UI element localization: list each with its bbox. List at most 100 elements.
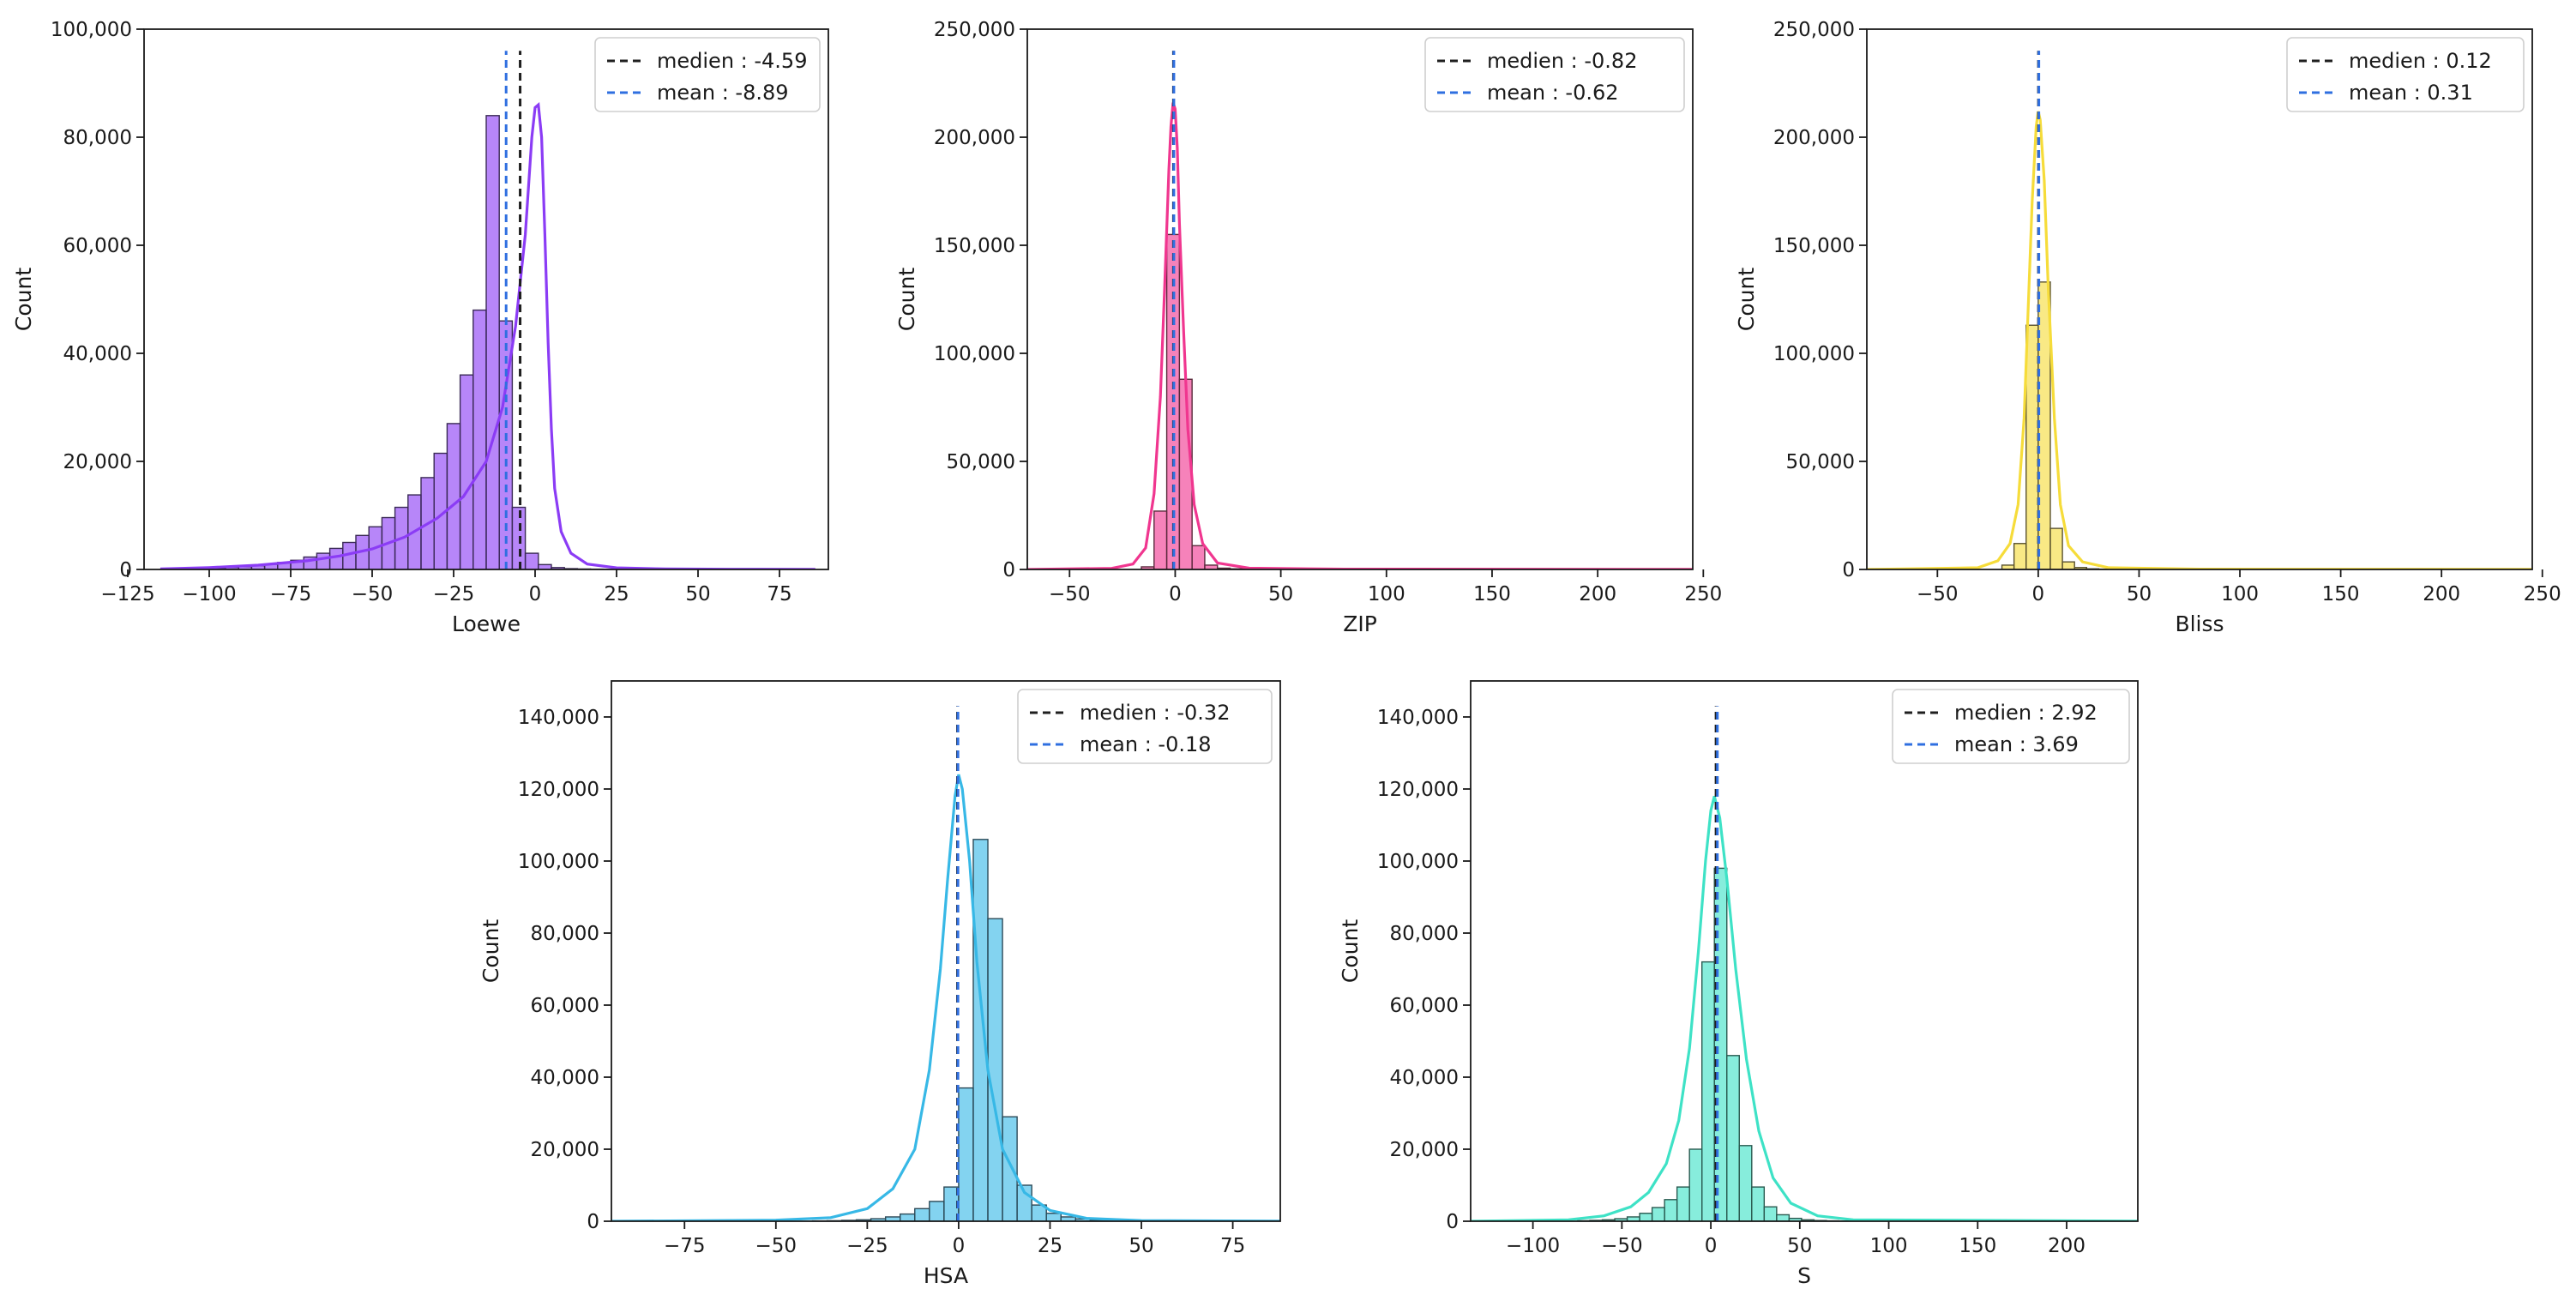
histogram-bar — [2025, 324, 2039, 569]
x-tick-label: 25 — [1038, 1235, 1062, 1257]
y-tick-label: 50,000 — [1786, 451, 1855, 473]
y-tick-label: 200,000 — [1773, 127, 1855, 149]
plot-area — [1867, 51, 2532, 569]
axes-frame — [1866, 28, 2533, 570]
histogram-bar — [1738, 1145, 1753, 1221]
y-tick-label: 40,000 — [1390, 1067, 1459, 1089]
axes-frame — [611, 680, 1281, 1222]
x-tick-label: −50 — [1917, 583, 1959, 605]
x-tick-label: 0 — [1169, 583, 1182, 605]
histogram-bar — [1002, 1116, 1018, 1221]
y-tick-label: 250,000 — [1773, 19, 1855, 41]
x-tick-label: 75 — [767, 583, 791, 605]
legend-median-label: medien : -4.59 — [657, 49, 807, 73]
chart-panel-hsa: −75 −50 −25 0 25 50 75 0 20,000 40,000 60,000 80,00… — [478, 680, 1281, 1288]
x-tick-label: 100 — [1368, 583, 1405, 605]
y-tick-label: 20,000 — [1390, 1139, 1459, 1161]
y-tick-label: 20,000 — [531, 1139, 599, 1161]
histogram-bar — [914, 1208, 930, 1221]
histogram-bar — [446, 423, 461, 569]
x-tick-label: −50 — [352, 583, 394, 605]
histogram-bar — [1045, 1213, 1062, 1221]
histogram-bar — [1204, 564, 1219, 569]
legend-box — [1017, 689, 1273, 764]
y-tick-label: 80,000 — [1390, 923, 1459, 945]
histogram-bar — [1763, 1206, 1778, 1221]
legend-mean-label: mean : -0.62 — [1487, 81, 1619, 105]
histogram-bar — [1153, 510, 1168, 569]
legend: medien : -0.32 mean : -0.18 — [1017, 689, 1273, 764]
y-tick-label: 60,000 — [531, 995, 599, 1017]
x-tick-label: 150 — [1473, 583, 1511, 605]
y-tick-label: 0 — [587, 1211, 599, 1233]
legend: medien : 0.12 mean : 0.31 — [2286, 37, 2525, 112]
x-tick-label: 100 — [2221, 583, 2259, 605]
histogram-bar — [1651, 1207, 1665, 1221]
y-tick-label: 150,000 — [934, 235, 1015, 257]
y-tick-label: 100,000 — [51, 19, 132, 41]
kde-curve — [159, 102, 816, 569]
chart-panel-loewe: −125 −100 −75 −50 −25 0 25 50 75 0 20,000 40,000 60,… — [11, 19, 829, 636]
x-tick-label: 0 — [529, 583, 542, 605]
legend-box — [1892, 689, 2130, 764]
histogram-bar — [316, 552, 331, 569]
y-tick-label: 0 — [1002, 559, 1015, 581]
y-tick-label: 50,000 — [947, 451, 1015, 473]
x-axis-label: Bliss — [2175, 611, 2224, 636]
histogram-bar — [1191, 545, 1206, 569]
y-tick-label: 150,000 — [1773, 235, 1855, 257]
x-tick-label: 50 — [2127, 583, 2152, 605]
legend-box — [1424, 37, 1685, 112]
plot-area — [1471, 706, 2138, 1221]
histogram-bar — [2061, 561, 2075, 569]
y-tick-label: 100,000 — [1773, 343, 1855, 365]
y-tick-label: 0 — [1842, 559, 1855, 581]
x-tick-label: −75 — [664, 1235, 706, 1257]
y-tick-label: 100,000 — [518, 851, 599, 873]
x-tick-label: −100 — [1506, 1235, 1560, 1257]
x-tick-label: −25 — [846, 1235, 888, 1257]
y-tick-label: 0 — [1446, 1211, 1459, 1233]
y-tick-label: 40,000 — [531, 1067, 599, 1089]
x-tick-label: 50 — [1787, 1235, 1812, 1257]
histogram-bar — [524, 552, 539, 569]
histogram-bar — [1688, 1148, 1703, 1221]
kde-curve — [1471, 796, 2138, 1221]
histogram-bar — [972, 839, 989, 1221]
plot-area — [1027, 51, 1693, 569]
histogram-bar — [1639, 1213, 1653, 1221]
axes-frame — [1470, 680, 2139, 1222]
y-tick-label: 100,000 — [1377, 851, 1459, 873]
x-axis-label: HSA — [924, 1263, 968, 1288]
y-axis-label: Count — [478, 919, 503, 983]
y-tick-label: 40,000 — [63, 343, 132, 365]
x-tick-label: 50 — [1129, 1235, 1153, 1257]
y-tick-label: 120,000 — [518, 779, 599, 801]
x-tick-label: 200 — [2048, 1235, 2085, 1257]
histogram-bar — [472, 309, 487, 569]
histogram-bar — [1776, 1214, 1791, 1221]
y-axis-label: Count — [894, 268, 919, 331]
x-tick-label: 200 — [2423, 583, 2460, 605]
histogram-bar — [459, 374, 474, 569]
histogram-bar — [511, 506, 527, 569]
legend-median-label: medien : 0.12 — [2349, 49, 2492, 73]
legend: medien : 2.92 mean : 3.69 — [1892, 689, 2130, 764]
legend: medien : -0.82 mean : -0.62 — [1424, 37, 1685, 112]
histogram-bar — [987, 918, 1003, 1221]
x-tick-label: −75 — [270, 583, 312, 605]
histogram-bar — [1751, 1186, 1766, 1221]
x-tick-label: −125 — [100, 583, 154, 605]
histogram-bar — [958, 1087, 974, 1221]
plot-area — [611, 706, 1280, 1221]
histogram-bar — [929, 1201, 945, 1221]
axes-frame — [143, 28, 829, 570]
x-tick-label: 250 — [2524, 583, 2561, 605]
chart-panel-zip: −50 0 50 100 150 200 250 0 50,000 100,000 150,000 2… — [894, 19, 1722, 636]
chart-panel-s: −100 −50 0 50 100 150 200 0 20,000 40,000 60,000 80… — [1338, 680, 2139, 1288]
y-tick-label: 80,000 — [531, 923, 599, 945]
histogram-bar — [328, 547, 344, 569]
histogram-bar — [1726, 1055, 1740, 1221]
x-tick-label: 75 — [1220, 1235, 1245, 1257]
legend-box — [2286, 37, 2525, 112]
